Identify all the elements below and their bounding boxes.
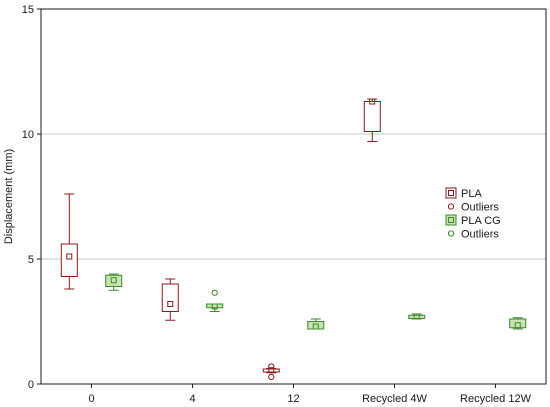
box-plot-marks [60,98,527,381]
box-body [60,243,78,277]
x-tick-label: 12 [287,393,299,405]
y-tick-label: 5 [28,254,34,266]
box-1-0 [105,273,123,291]
median-marker [211,303,218,310]
box-body [363,101,381,132]
median-marker [413,313,420,320]
y-axis-label: Displacement (mm) [3,149,15,244]
box-body [105,274,123,287]
x-tick-label: Recycled 4W [362,393,427,405]
median-marker [369,98,376,105]
box-1-3 [408,313,426,320]
legend-box-swatch [445,214,457,226]
legend-box-swatch [445,187,457,199]
axes [37,8,547,388]
legend-entry-pla: PLA [445,187,482,200]
series-pla [60,98,381,381]
box-body [161,283,179,312]
outlier-point [211,289,218,296]
tick-labels: 0 5 10 15 0 4 12 Recycled 4W Recycled 12W [22,4,532,405]
x-tick-label: Recycled 12W [460,393,532,405]
legend-median-swatch [448,190,454,196]
legend-label: PLA [461,188,482,200]
box-0-0 [60,193,78,290]
box-body [408,314,426,319]
series-pla-cg [105,273,527,330]
box-1-1 [206,289,224,312]
y-tick-label: 15 [22,4,34,16]
box-0-3 [363,98,381,142]
y-tick-label: 10 [22,129,34,141]
median-marker [514,322,521,329]
legend-outlier-swatch [447,203,455,210]
legend-label: PLA CG [461,215,501,227]
legend-entry-pla-cg: PLA CG [445,214,501,227]
outlier-point [268,373,275,381]
legend-outlier-swatch [447,230,455,237]
legend-entry-outliers: Outliers [447,202,499,214]
median-marker [110,277,117,284]
box-body [206,303,224,309]
median-marker [268,367,275,374]
y-tick-label: 0 [28,379,34,391]
median-marker [312,323,319,330]
box-body [307,321,325,330]
box-1-2 [307,318,325,330]
box-body [509,318,527,329]
x-tick-label: 4 [189,393,195,405]
legend-label: Outliers [461,202,499,214]
outlier-point [268,363,275,370]
grid-lines [41,133,546,260]
median-marker [167,301,174,307]
box-1-4 [509,317,527,330]
legend-median-swatch [448,217,454,223]
legend-entry-outliers: Outliers [447,229,499,241]
x-tick-label: 0 [88,393,94,405]
box-0-2 [262,363,280,381]
median-marker [66,253,73,260]
box-0-1 [161,278,179,321]
legend-label: Outliers [461,229,499,241]
